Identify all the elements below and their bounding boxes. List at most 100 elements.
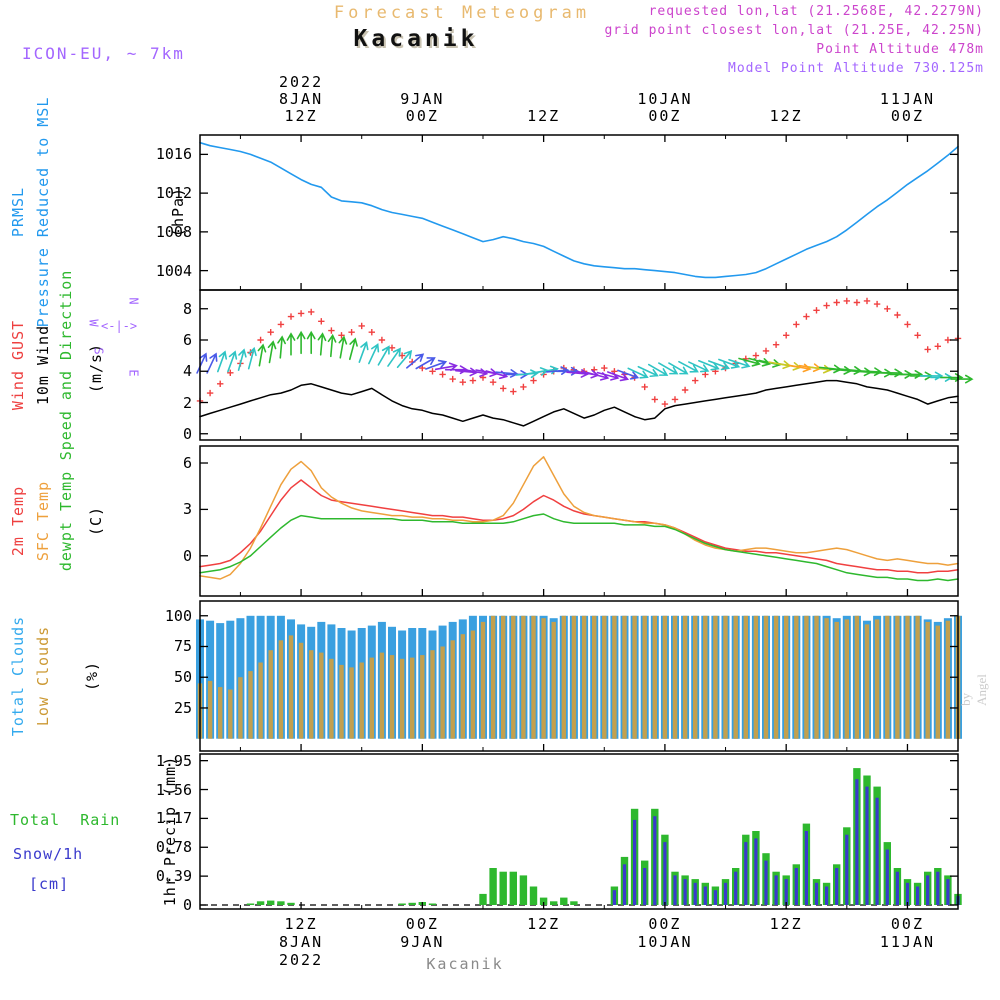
compass-west-label: W	[86, 319, 101, 327]
date-label-bottom: 11JAN	[879, 933, 936, 951]
low-clouds-bar	[490, 615, 496, 739]
wind-direction-arrow	[406, 353, 425, 369]
y-tick-label: 0.39	[155, 867, 192, 886]
wind-direction-arrow	[688, 361, 710, 373]
y-tick-label: 1004	[155, 261, 192, 280]
time-label-bottom: 00Z	[648, 915, 682, 933]
low-clouds-bar	[814, 615, 819, 739]
wind-direction-arrow	[698, 359, 720, 371]
low-clouds-bar	[511, 615, 516, 739]
wind-direction-arrow	[718, 358, 741, 369]
low-clouds-bar	[652, 615, 657, 739]
low-clouds-bar	[531, 615, 536, 739]
low-clouds-bar	[753, 615, 759, 739]
snow-bar	[612, 890, 616, 905]
wind-direction-arrow	[678, 360, 699, 373]
y-tick-label: 50	[173, 668, 192, 687]
low-clouds-bar	[369, 657, 374, 739]
snow-bar	[744, 842, 748, 905]
y-tick-label: 0	[182, 424, 192, 443]
low-clouds-bar	[592, 615, 597, 739]
wind-direction-arrow	[196, 352, 208, 374]
low-clouds-bar	[915, 615, 920, 739]
low-clouds-bar	[703, 615, 708, 739]
low-clouds-bar	[258, 662, 263, 739]
low-clouds-bar	[501, 615, 506, 739]
snow-label: Snow/1h	[13, 845, 84, 863]
wind-direction-arrow	[859, 367, 883, 377]
total-rain-label: Total Rain	[10, 811, 121, 829]
year-label-top: 2022	[279, 73, 324, 91]
grid-point-coords: grid point closest lon,lat (21.25E, 42.2…	[604, 23, 984, 38]
snow-bar	[814, 882, 819, 905]
low-clouds-bar	[218, 687, 223, 739]
station-title: Kacanik	[353, 26, 479, 52]
low-clouds-bar	[571, 615, 577, 739]
time-label-top: 00Z	[648, 107, 682, 125]
snow-bar	[693, 882, 697, 905]
y-tick-label: 0	[182, 546, 192, 565]
low-clouds-bar	[238, 677, 243, 739]
snow-bar	[905, 882, 910, 905]
y-tick-label: 3	[182, 500, 192, 519]
rain-bar	[246, 903, 255, 905]
total-clouds-label: Total Clouds	[9, 615, 27, 737]
panel-border	[199, 445, 959, 597]
wind-direction-arrow	[217, 350, 228, 373]
model-name: ICON-EU, ~ 7km	[22, 44, 185, 63]
y-tick-label: 0.78	[155, 838, 192, 857]
low-clouds-bar	[359, 662, 364, 739]
wind-direction-arrow	[415, 357, 436, 370]
low-clouds-bar	[773, 615, 779, 739]
low-clouds-bar	[399, 658, 405, 739]
snow-bar	[653, 816, 657, 905]
y-tick-label: 0	[182, 896, 192, 914]
time-label-top: 00Z	[890, 107, 924, 125]
date-label-bottom: 8JAN	[279, 933, 324, 951]
y-tick-label: 6	[182, 454, 192, 472]
y-tick-label: 25	[173, 698, 192, 717]
time-label-top: 00Z	[405, 107, 439, 125]
wind-direction-arrow	[368, 343, 380, 365]
wind-direction-arrow	[296, 330, 306, 355]
snow-bar	[734, 871, 738, 905]
panel-border	[199, 289, 959, 441]
snow-bar	[916, 886, 920, 905]
wind-direction-arrow	[206, 352, 218, 374]
snow-bar	[764, 860, 768, 905]
panel-border	[199, 600, 959, 752]
y-tick-label: 4	[182, 362, 192, 381]
temp-2m-line	[199, 479, 959, 574]
y-tick-label: 1.95	[155, 751, 192, 770]
precip-axis-label: 1hr Precip (mm)	[161, 755, 179, 907]
plot-supertitle: Forecast Meteogram	[333, 3, 591, 23]
date-label-bottom: 9JAN	[400, 933, 445, 951]
rain-bar	[560, 897, 568, 905]
time-label-bottom: 12Z	[284, 915, 318, 933]
time-label-top: 12Z	[284, 107, 318, 125]
requested-coords: requested lon,lat (21.2568E, 42.2279N)	[648, 4, 984, 19]
rain-bar	[398, 903, 406, 905]
compass-north-label: N	[126, 297, 141, 305]
low-clouds-bar	[854, 615, 860, 739]
low-clouds-bar	[784, 615, 789, 739]
compass-axis-icon: <-|->	[101, 319, 138, 333]
low-clouds-bar	[733, 615, 738, 739]
wind-direction-arrow	[728, 358, 751, 369]
date-label-top: 9JAN	[400, 90, 445, 108]
low-clouds-bar	[682, 615, 688, 739]
wind-direction-arrow	[808, 364, 832, 374]
low-clouds-bar	[622, 615, 627, 739]
clouds-unit-label: (%)	[83, 660, 101, 692]
panel-border	[199, 753, 959, 910]
pressure-unit-label: (hPa)	[169, 186, 187, 238]
model-point-altitude: Model Point Altitude 730.125m	[728, 61, 984, 76]
snow-bar	[835, 868, 839, 905]
wind-direction-arrow	[899, 369, 924, 379]
snow-bar	[825, 886, 829, 905]
low-clouds-bar	[864, 624, 870, 739]
temp-unit-label: (C)	[87, 505, 105, 537]
y-tick-label: 2	[182, 393, 192, 412]
low-clouds-bar	[460, 634, 465, 739]
